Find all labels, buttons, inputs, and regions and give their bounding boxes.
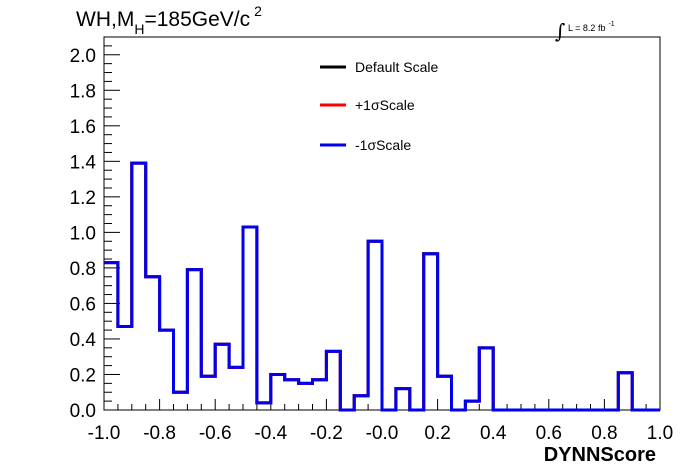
y-tick-label: 1.6 (70, 117, 96, 138)
y-tick-label: 1.8 (70, 81, 96, 102)
x-tick-label: -1.0 (88, 423, 121, 444)
y-tick-label: 0.6 (70, 294, 96, 315)
x-tick-label: 0.8 (591, 423, 617, 444)
y-tick-label: 0.2 (70, 365, 96, 386)
y-tick-label: 1.0 (70, 223, 96, 244)
x-axis-label: DYNNScore (544, 444, 656, 466)
lumi-integral: ∫ (555, 19, 565, 43)
x-axis: -1.0 -0.8 -0.6 -0.4 -0.2 -0.0 0.2 0.4 0.6 0.8 1.0 (88, 399, 673, 444)
x-tick-label: 0.6 (536, 423, 562, 444)
y-tick-label: 1.4 (70, 152, 97, 173)
y-tick-label: 1.2 (70, 188, 96, 209)
x-tick-label: -0.8 (143, 423, 176, 444)
chart-title: WH,MH=185GeV/c 2 (76, 3, 262, 37)
y-axis: 0.0 0.2 0.4 0.6 0.8 1.0 1.2 1.4 1.6 1.8 2.0 (70, 36, 120, 422)
legend-label: Default Scale (355, 59, 438, 75)
x-tick-label: -0.6 (199, 423, 232, 444)
legend: Default Scale +1σScale -1σScale (320, 59, 438, 153)
lumi-label: L = 8.2 fb -1 (568, 21, 615, 33)
legend-label: +1σScale (355, 97, 415, 113)
y-tick-label: 0.8 (70, 259, 96, 280)
x-tick-label: 0.4 (480, 423, 507, 444)
y-tick-label: 0.4 (70, 330, 97, 351)
y-tick-label: 0.0 (70, 401, 96, 422)
x-tick-label: 0.2 (424, 423, 450, 444)
series-line-2 (104, 161, 660, 412)
x-tick-label: -0.0 (366, 423, 399, 444)
x-tick-label: -0.4 (254, 423, 287, 444)
legend-label: -1σScale (355, 137, 411, 153)
series-layer (104, 161, 660, 412)
x-tick-label: 1.0 (647, 423, 673, 444)
x-tick-label: -0.2 (310, 423, 343, 444)
y-tick-label: 2.0 (70, 46, 96, 67)
